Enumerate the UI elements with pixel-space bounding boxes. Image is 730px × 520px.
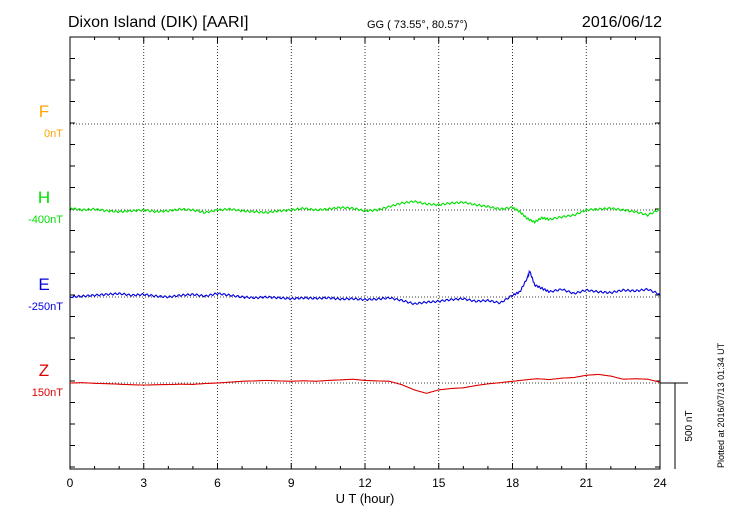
vertical-gridlines xyxy=(143,37,587,469)
scale-bar-label: 500 nT xyxy=(684,410,695,441)
series-name-E: E xyxy=(38,275,49,294)
series-baseline-label-E: -250nT xyxy=(28,301,63,313)
series-layer xyxy=(69,199,661,394)
x-axis-label: U T (hour) xyxy=(336,491,395,506)
date-label: 2016/06/12 xyxy=(582,14,662,31)
series-name-F: F xyxy=(39,102,49,121)
x-tick-label-15: 15 xyxy=(432,476,446,490)
series-name-H: H xyxy=(38,188,50,207)
x-tick-label-21: 21 xyxy=(580,476,594,490)
series-baseline-label-F: 0nT xyxy=(44,128,63,140)
x-tick-label-12: 12 xyxy=(358,476,372,490)
series-line-H xyxy=(69,199,661,225)
x-tick-label-9: 9 xyxy=(288,476,295,490)
scale-bar: 500 nT xyxy=(660,382,695,469)
x-tick-label-3: 3 xyxy=(140,476,147,490)
x-tick-label-6: 6 xyxy=(214,476,221,490)
series-baseline-label-Z: 150nT xyxy=(32,387,63,399)
x-tick-label-0: 0 xyxy=(67,476,74,490)
series-labels: F 0nT H -400nT E -250nT Z 150nT xyxy=(28,102,63,399)
y-axis-ticks xyxy=(70,36,660,468)
x-tick-label-24: 24 xyxy=(653,476,667,490)
series-name-Z: Z xyxy=(39,361,49,380)
series-baseline-label-H: -400nT xyxy=(28,214,63,226)
plotted-note: Plotted at 2016/07/13 01:34 UT xyxy=(716,342,726,468)
station-title: Dixon Island (DIK) [AARI] xyxy=(68,14,249,31)
series-line-Z xyxy=(70,373,661,394)
x-tick-label-18: 18 xyxy=(506,476,520,490)
coordinates-label: GG ( 73.55°, 80.57°) xyxy=(367,19,468,31)
x-axis-ticks: 0 3 6 9 12 15 18 21 24 xyxy=(67,37,667,490)
series-line-E xyxy=(69,269,661,306)
